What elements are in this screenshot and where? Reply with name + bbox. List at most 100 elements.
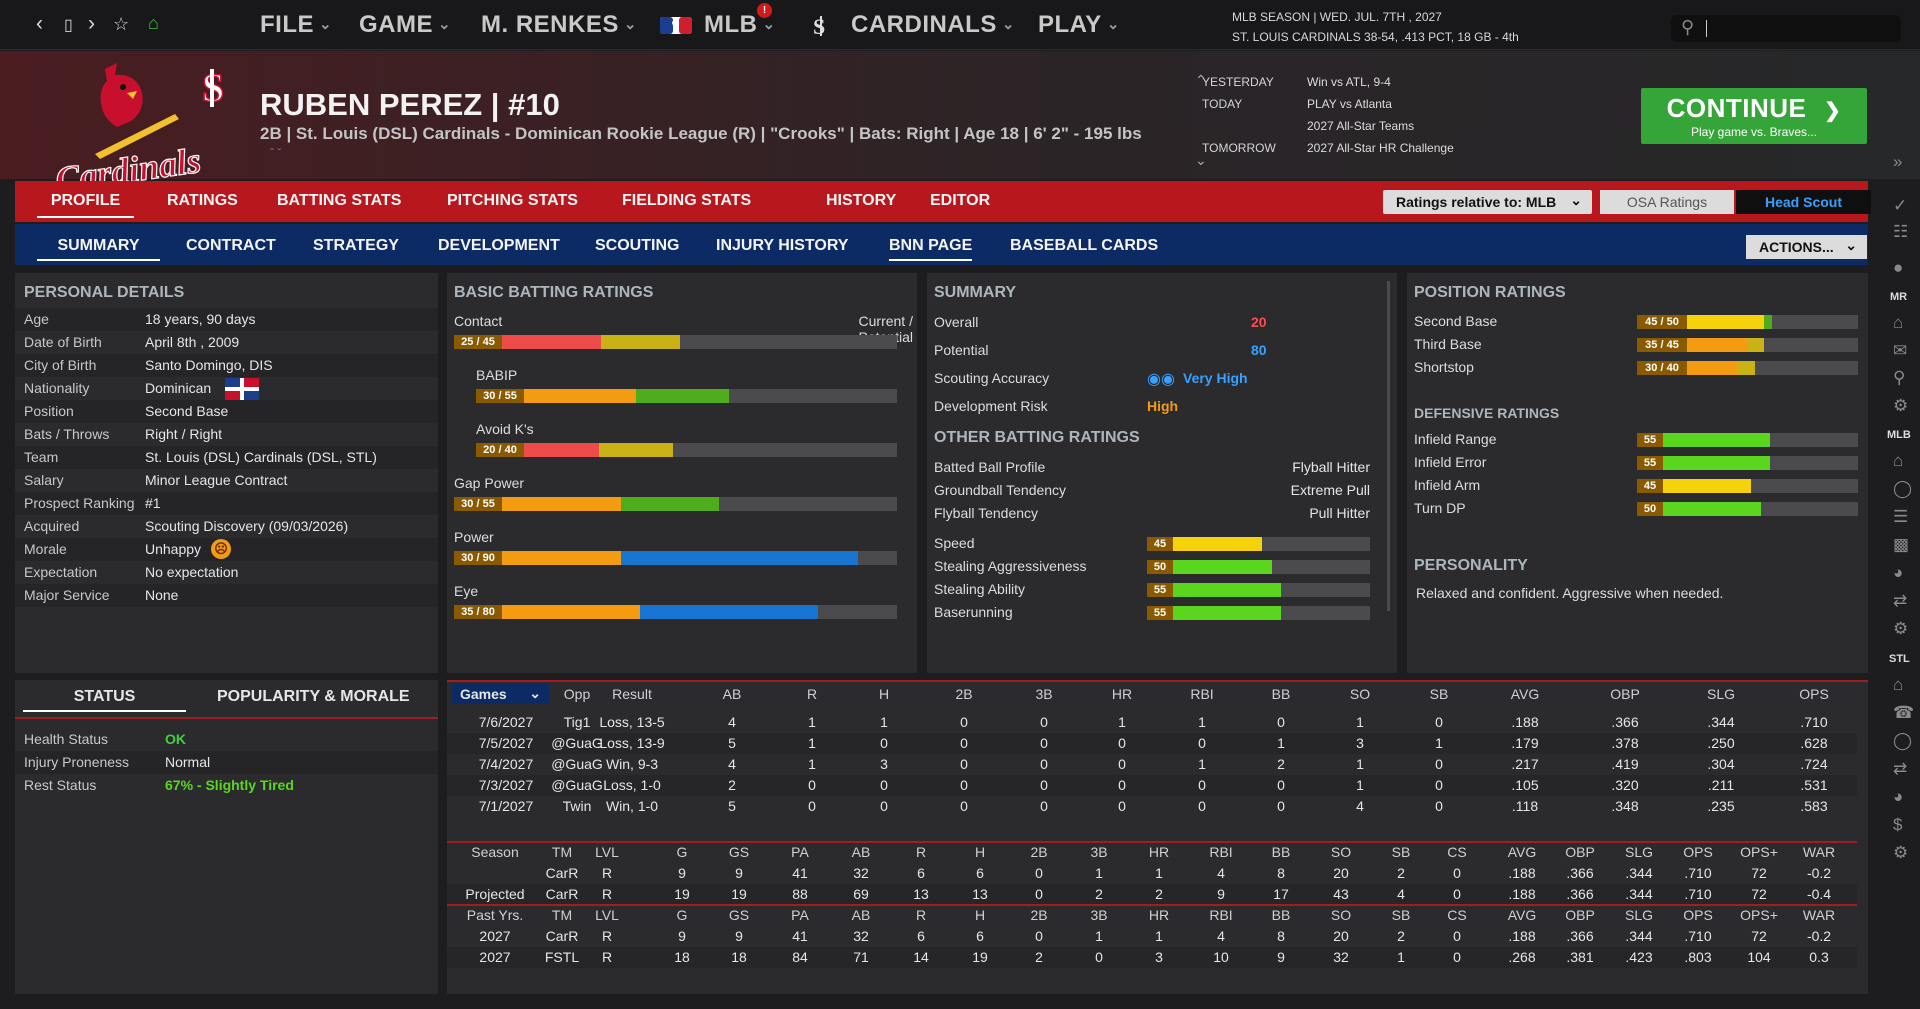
games-header-cell[interactable]: OPS	[1799, 686, 1829, 702]
swap-icon[interactable]: ⇄	[1893, 759, 1908, 778]
season-header-cell[interactable]: RBI	[1209, 844, 1233, 860]
subtab-bnn-page[interactable]: BNN PAGE	[889, 237, 973, 261]
menu-file[interactable]: FILE ⌄	[260, 11, 333, 38]
season-header-cell[interactable]: AVG	[1507, 844, 1537, 860]
season-header-cell[interactable]: SB	[1391, 844, 1411, 860]
subtab-strategy[interactable]: STRATEGY	[313, 237, 399, 254]
season-header-cell[interactable]: SB	[1391, 907, 1411, 923]
season-header-cell[interactable]: WAR	[1802, 844, 1836, 860]
games-header-cell[interactable]: SLG	[1706, 686, 1736, 702]
games-header-cell[interactable]: BB	[1271, 686, 1291, 702]
season-header-cell[interactable]: TM	[551, 907, 573, 923]
schedule-yesterday[interactable]: Win vs ATL, 9-4	[1307, 75, 1391, 89]
shield-icon[interactable]: ◯	[1893, 479, 1913, 498]
season-header-cell[interactable]: SLG	[1624, 844, 1654, 860]
home-sidebar-icon[interactable]: ⌂	[1893, 313, 1904, 332]
season-header-cell[interactable]: WAR	[1802, 907, 1836, 923]
season-header-cell[interactable]: LVL	[595, 844, 619, 860]
season-header-cell[interactable]: OPS+	[1740, 907, 1778, 923]
schedule-event[interactable]: 2027 All-Star Teams	[1307, 119, 1415, 133]
season-header-cell[interactable]: R	[915, 844, 927, 860]
menu-manager[interactable]: M. RENKES ⌄	[481, 11, 637, 38]
season-header-cell[interactable]: Past Yrs.	[466, 907, 524, 923]
actions-button[interactable]: ACTIONS... ⌄	[1746, 235, 1867, 259]
season-header-cell[interactable]: TM	[551, 844, 573, 860]
season-header-cell[interactable]: 2B	[1030, 907, 1048, 923]
badge-icon[interactable]: ◯	[1893, 731, 1913, 750]
mail-icon[interactable]: ✉	[1893, 341, 1908, 360]
baseball-icon[interactable]: ◕	[1893, 563, 1904, 582]
menu-cardinals[interactable]: CARDINALS ⌄	[851, 11, 1015, 38]
games-header-cell[interactable]: Result	[612, 686, 652, 702]
home-stl-icon[interactable]: ⌂	[1893, 675, 1904, 694]
season-header-cell[interactable]: HR	[1148, 907, 1170, 923]
subtab-contract[interactable]: CONTRACT	[186, 237, 276, 254]
season-header-cell[interactable]: H	[974, 844, 986, 860]
settings-icon[interactable]: ⚙	[1893, 619, 1909, 638]
games-header-cell[interactable]: 3B	[1035, 686, 1053, 702]
tab-batting-stats[interactable]: BATTING STATS	[277, 192, 402, 209]
season-header-cell[interactable]: OPS	[1683, 907, 1713, 923]
games-header-cell[interactable]: SO	[1349, 686, 1371, 702]
tab-pitching-stats[interactable]: PITCHING STATS	[447, 192, 578, 209]
continue-button[interactable]: CONTINUE ❯ Play game vs. Braves...	[1641, 88, 1867, 144]
tab-fielding-stats[interactable]: FIELDING STATS	[622, 192, 752, 209]
games-select[interactable]: Games ⌄	[452, 684, 549, 704]
games-header-cell[interactable]: AB	[722, 686, 742, 702]
season-header-cell[interactable]: GS	[728, 907, 750, 923]
gear-icon[interactable]: ⚙	[1893, 396, 1909, 415]
dollar-icon[interactable]: $	[1893, 815, 1903, 834]
globe-icon[interactable]: ☷	[1893, 222, 1909, 241]
season-header-cell[interactable]: H	[974, 907, 986, 923]
forward-icon[interactable]: ›	[88, 12, 95, 35]
season-header-cell[interactable]: AB	[851, 844, 871, 860]
season-header-cell[interactable]: SLG	[1624, 907, 1654, 923]
season-header-cell[interactable]: OPS	[1683, 844, 1713, 860]
games-header-cell[interactable]: H	[878, 686, 890, 702]
season-header-cell[interactable]: PA	[791, 844, 809, 860]
search-sidebar-icon[interactable]: ⚲	[1893, 368, 1906, 387]
home-mlb-icon[interactable]: ⌂	[1893, 451, 1904, 470]
season-header-cell[interactable]: OBP	[1565, 844, 1595, 860]
season-header-cell[interactable]: PA	[791, 907, 809, 923]
schedule-down-icon[interactable]: ⌄	[1195, 152, 1207, 168]
subtab-summary[interactable]: SUMMARY	[37, 237, 160, 261]
games-header-cell[interactable]: R	[806, 686, 818, 702]
subtab-development[interactable]: DEVELOPMENT	[438, 237, 560, 254]
subtab-baseball-cards[interactable]: BASEBALL CARDS	[1010, 237, 1159, 254]
back-icon[interactable]: ‹	[36, 12, 43, 35]
tab-history[interactable]: HISTORY	[826, 192, 897, 209]
season-header-cell[interactable]: LVL	[595, 907, 619, 923]
season-header-cell[interactable]: BB	[1271, 844, 1291, 860]
tab-ratings[interactable]: RATINGS	[167, 192, 238, 209]
collapse-icon[interactable]: ˆ ˇ	[270, 146, 282, 160]
tab-popularity-morale[interactable]: POPULARITY & MORALE	[217, 688, 410, 705]
check-icon[interactable]: ✓	[1893, 196, 1908, 215]
season-header-cell[interactable]: SO	[1330, 844, 1352, 860]
collapse-sidebar-icon[interactable]: »	[1893, 152, 1903, 171]
season-header-cell[interactable]: SO	[1330, 907, 1352, 923]
summary-scrollbar[interactable]	[1387, 281, 1390, 611]
season-header-cell[interactable]: 2B	[1030, 844, 1048, 860]
schedule-tomorrow[interactable]: 2027 All-Star HR Challenge	[1307, 141, 1454, 155]
games-header-cell[interactable]: HR	[1111, 686, 1133, 702]
games-header-cell[interactable]: SB	[1429, 686, 1449, 702]
menu-mlb[interactable]: MLB ⌄	[704, 11, 776, 38]
season-header-cell[interactable]: OPS+	[1740, 844, 1778, 860]
menu-play[interactable]: PLAY ⌄	[1038, 11, 1120, 38]
season-header-cell[interactable]: 3B	[1090, 907, 1108, 923]
ratings-relative-select[interactable]: Ratings relative to: MLB ⌄	[1383, 190, 1592, 214]
list-icon[interactable]: ☰	[1893, 507, 1909, 526]
chart-icon[interactable]: ▩	[1893, 535, 1910, 554]
games-header-cell[interactable]: RBI	[1190, 686, 1214, 702]
season-header-cell[interactable]: R	[915, 907, 927, 923]
games-header-cell[interactable]: Opp	[563, 686, 591, 702]
season-header-cell[interactable]: AVG	[1507, 907, 1537, 923]
season-header-cell[interactable]: 3B	[1090, 844, 1108, 860]
copy-icon[interactable]: ▯	[64, 17, 73, 34]
osa-ratings-button[interactable]: OSA Ratings	[1600, 190, 1734, 214]
season-header-cell[interactable]: CS	[1447, 907, 1467, 923]
season-header-cell[interactable]: HR	[1148, 844, 1170, 860]
transfer-icon[interactable]: ⇄	[1893, 591, 1908, 610]
games-header-cell[interactable]: OBP	[1610, 686, 1640, 702]
